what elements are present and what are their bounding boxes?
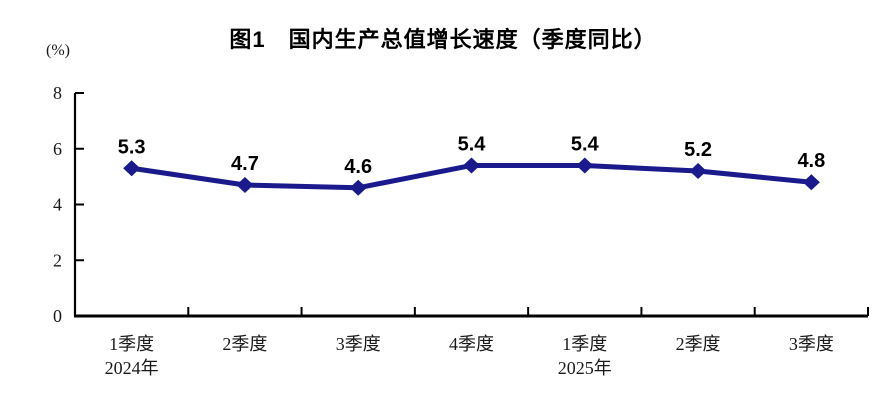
data-point-value-label: 5.2 — [684, 139, 712, 161]
y-tick-label: 4 — [53, 195, 62, 215]
x-category-label: 2季度 — [222, 334, 267, 354]
x-category-label: 3季度 — [336, 334, 381, 354]
x-category-label: 1季度 — [562, 334, 607, 354]
data-point-marker — [349, 179, 367, 196]
y-tick-label: 8 — [53, 83, 62, 103]
x-category-label: 3季度 — [789, 334, 834, 354]
data-point-marker — [689, 163, 707, 180]
y-axis-unit-label: (%) — [46, 42, 70, 59]
data-point-value-label: 5.3 — [118, 136, 146, 158]
data-point-value-label: 5.4 — [458, 133, 487, 155]
data-point-marker — [463, 157, 480, 174]
y-tick-label: 2 — [53, 250, 62, 270]
x-category-label: 2季度 — [676, 334, 721, 354]
data-point-value-label: 4.8 — [797, 150, 825, 172]
data-point-marker — [123, 160, 141, 177]
x-category-label: 1季度 — [109, 334, 154, 354]
data-point-value-label: 4.6 — [344, 156, 372, 178]
data-point-marker — [576, 157, 594, 174]
data-point-marker — [802, 174, 820, 191]
y-tick-label: 6 — [53, 139, 62, 159]
data-point-value-label: 4.7 — [231, 153, 259, 175]
data-point-value-label: 5.4 — [571, 133, 600, 155]
x-category-label: 4季度 — [449, 334, 494, 354]
data-point-marker — [236, 176, 254, 193]
x-category-year-label: 2024年 — [105, 358, 159, 378]
chart-title: 图1 国内生产总值增长速度（季度同比） — [229, 27, 657, 52]
x-category-year-label: 2025年 — [558, 358, 612, 378]
y-tick-label: 0 — [53, 306, 62, 326]
